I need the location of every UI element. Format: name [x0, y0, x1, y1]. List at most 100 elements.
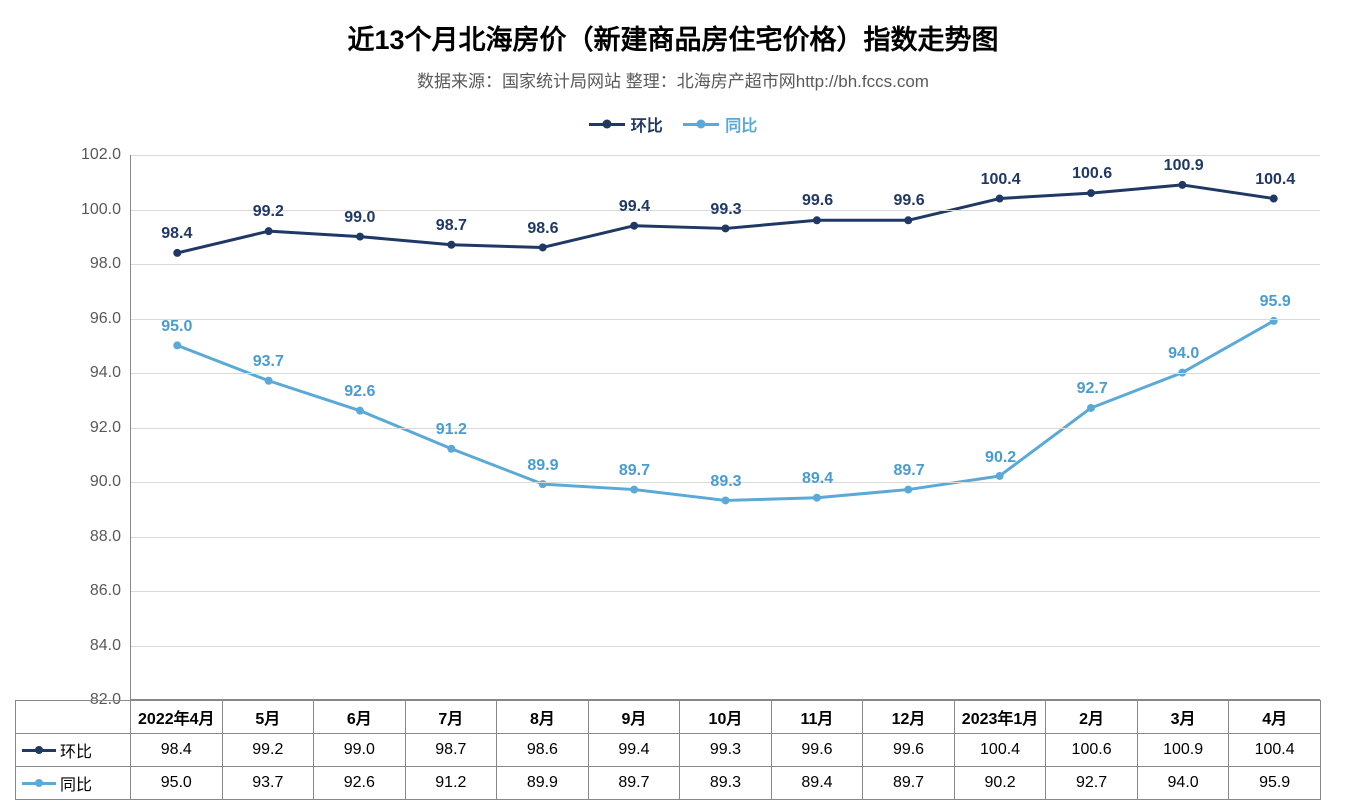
data-label: 100.4 — [1255, 171, 1295, 189]
table-cell: 100.9 — [1137, 734, 1229, 767]
table-cell: 99.6 — [771, 734, 863, 767]
table-col-header: 2023年1月 — [954, 701, 1046, 734]
data-label: 99.0 — [344, 209, 375, 227]
table-col-header: 2022年4月 — [131, 701, 223, 734]
legend-label-0: 环比 — [631, 112, 663, 136]
chart-legend: 环比 同比 — [0, 112, 1346, 136]
table-row-label: 环比 — [60, 738, 92, 762]
series-line-0 — [177, 185, 1273, 253]
series-marker — [813, 494, 821, 502]
data-label: 95.9 — [1260, 293, 1291, 311]
grid-line — [131, 155, 1320, 156]
table-col-header: 10月 — [680, 701, 772, 734]
series-marker — [996, 472, 1004, 480]
table-col-header: 7月 — [405, 701, 497, 734]
y-tick-label: 86.0 — [90, 582, 131, 600]
grid-line — [131, 428, 1320, 429]
table-col-header: 9月 — [588, 701, 680, 734]
table-cell: 90.2 — [954, 767, 1046, 800]
y-tick-label: 102.0 — [81, 146, 131, 164]
table-cell: 99.4 — [588, 734, 680, 767]
table-cell: 94.0 — [1137, 767, 1229, 800]
series-marker — [630, 222, 638, 230]
table-cell: 99.6 — [863, 734, 955, 767]
y-tick-label: 88.0 — [90, 528, 131, 546]
data-label: 93.7 — [253, 353, 284, 371]
table-cell: 91.2 — [405, 767, 497, 800]
series-marker — [1087, 404, 1095, 412]
data-label: 99.6 — [802, 192, 833, 210]
data-label: 90.2 — [985, 449, 1016, 467]
data-label: 100.6 — [1072, 165, 1112, 183]
data-label: 98.4 — [161, 225, 192, 243]
table-cell: 92.6 — [314, 767, 406, 800]
table-cell: 89.9 — [497, 767, 589, 800]
table-cell: 89.3 — [680, 767, 772, 800]
grid-line — [131, 373, 1320, 374]
table-cell: 98.7 — [405, 734, 497, 767]
table-col-header: 11月 — [771, 701, 863, 734]
series-marker — [996, 195, 1004, 203]
table-col-header: 2月 — [1046, 701, 1138, 734]
series-marker — [265, 377, 273, 385]
series-marker — [539, 243, 547, 251]
y-tick-label: 98.0 — [90, 255, 131, 273]
series-marker — [722, 224, 730, 232]
grid-line — [131, 264, 1320, 265]
series-marker — [1087, 189, 1095, 197]
data-label: 100.9 — [1164, 157, 1204, 175]
table-cell: 93.7 — [222, 767, 314, 800]
y-tick-label: 90.0 — [90, 473, 131, 491]
legend-item-1: 同比 — [683, 112, 757, 136]
legend-item-0: 环比 — [589, 112, 663, 136]
table-col-header: 4月 — [1229, 701, 1321, 734]
y-tick-label: 96.0 — [90, 310, 131, 328]
data-label: 89.4 — [802, 470, 833, 488]
series-marker — [1178, 181, 1186, 189]
data-label: 98.7 — [436, 217, 467, 235]
table-row-label: 同比 — [60, 771, 92, 795]
table-cell: 89.7 — [863, 767, 955, 800]
data-label: 99.6 — [893, 192, 924, 210]
data-label: 94.0 — [1168, 345, 1199, 363]
series-marker — [173, 341, 181, 349]
series-marker — [356, 407, 364, 415]
table-cell: 89.4 — [771, 767, 863, 800]
series-marker — [447, 241, 455, 249]
grid-line — [131, 646, 1320, 647]
table-cell: 100.6 — [1046, 734, 1138, 767]
series-marker — [265, 227, 273, 235]
series-marker — [447, 445, 455, 453]
data-label: 92.7 — [1077, 380, 1108, 398]
data-label: 89.9 — [527, 457, 558, 475]
table-cell: 98.6 — [497, 734, 589, 767]
table-cell: 89.7 — [588, 767, 680, 800]
table-cell: 99.2 — [222, 734, 314, 767]
table-cell: 100.4 — [954, 734, 1046, 767]
y-tick-label: 100.0 — [81, 201, 131, 219]
y-tick-label: 94.0 — [90, 364, 131, 382]
data-label: 89.7 — [893, 462, 924, 480]
series-marker — [630, 486, 638, 494]
table-cell: 100.4 — [1229, 734, 1321, 767]
table-cell: 95.9 — [1229, 767, 1321, 800]
legend-label-1: 同比 — [725, 112, 757, 136]
grid-line — [131, 319, 1320, 320]
series-marker — [173, 249, 181, 257]
series-marker — [1270, 195, 1278, 203]
data-label: 91.2 — [436, 421, 467, 439]
table-cell: 99.0 — [314, 734, 406, 767]
chart-title: 近13个月北海房价（新建商品房住宅价格）指数走势图 — [0, 0, 1346, 57]
table-row-header: 环比 — [16, 734, 131, 767]
table-cell: 99.3 — [680, 734, 772, 767]
data-label: 99.2 — [253, 203, 284, 221]
data-label: 89.7 — [619, 462, 650, 480]
data-label: 92.6 — [344, 383, 375, 401]
table-col-header: 8月 — [497, 701, 589, 734]
table-cell: 95.0 — [131, 767, 223, 800]
legend-swatch-0 — [589, 123, 625, 126]
data-label: 98.6 — [527, 220, 558, 238]
table-col-header: 12月 — [863, 701, 955, 734]
table-col-header: 5月 — [222, 701, 314, 734]
table-cell: 98.4 — [131, 734, 223, 767]
